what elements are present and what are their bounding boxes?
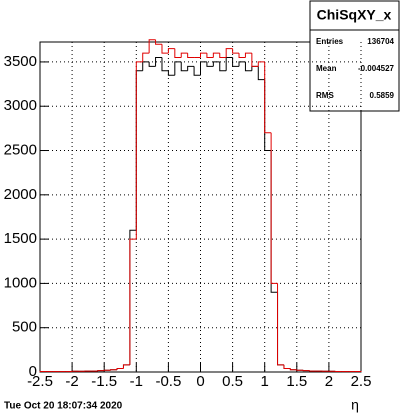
y-tick-label: 500: [12, 319, 37, 336]
histogram-step: [167, 70, 175, 76]
histogram-step: [200, 52, 207, 58]
stats-value: 136704: [367, 37, 394, 46]
stats-label: Mean: [316, 64, 337, 73]
x-tick-label: 0.5: [222, 373, 243, 390]
y-tick-label: 0: [29, 363, 37, 380]
histogram-step: [277, 283, 284, 366]
histogram-step: [155, 39, 162, 45]
histogram-step: [244, 61, 252, 72]
histogram-step: [174, 48, 182, 59]
histogram-step: [289, 368, 297, 371]
x-tick-label: 2.5: [351, 373, 372, 390]
histogram-step: [174, 61, 182, 76]
x-tick-label: 0: [196, 373, 204, 390]
y-tick-label: 1000: [4, 274, 37, 291]
x-tick-label: -2.5: [27, 373, 53, 390]
histogram-step: [180, 61, 188, 72]
histogram-step: [238, 53, 246, 59]
histogram-step: [264, 61, 272, 134]
x-tick-label: -1.5: [91, 373, 117, 390]
x-axis-label: η: [351, 397, 359, 413]
histogram-step: [212, 52, 220, 58]
stats-value: -0.004527: [358, 64, 395, 73]
histogram-step: [232, 57, 240, 67]
y-tick-label: 1500: [4, 230, 37, 247]
x-tick-label: 1.5: [286, 373, 307, 390]
histogram-step: [155, 57, 162, 67]
histogram-step: [219, 61, 227, 72]
stats-title: ChiSqXY_x: [317, 7, 392, 23]
stats-value: 0.5859: [370, 91, 395, 100]
histogram-step: [206, 53, 214, 59]
histogram-step: [129, 238, 137, 365]
y-tick-label: 3500: [4, 53, 37, 70]
histogram-step: [135, 61, 143, 240]
histogram-step: [270, 132, 278, 284]
histogram-step: [238, 61, 246, 67]
histogram-step: [244, 52, 252, 58]
histogram-step: [142, 52, 150, 62]
histogram-step: [161, 57, 169, 72]
histogram-step: [187, 53, 195, 59]
histogram-step: [257, 61, 265, 67]
x-tick-label: -2: [65, 373, 78, 390]
histogram-step: [187, 65, 195, 71]
histogram-step: [122, 364, 130, 369]
stats-box: ChiSqXY_x: [309, 0, 400, 112]
stats-border: [309, 0, 400, 112]
histogram-step: [167, 48, 175, 54]
histogram-step: [251, 53, 259, 67]
histogram-step: [206, 61, 214, 67]
x-tick-label: -1: [130, 373, 143, 390]
timestamp: Tue Oct 20 18:07:34 2020: [4, 401, 123, 412]
histogram-step: [219, 53, 227, 59]
histogram-step: [283, 364, 291, 369]
y-tick-label: 2500: [4, 141, 37, 158]
histogram-step: [212, 61, 220, 67]
stats-label: RMS: [316, 91, 334, 100]
histogram-step: [148, 39, 156, 54]
histogram-step: [161, 44, 169, 54]
x-tick-label: 2: [325, 373, 333, 390]
histogram-step: [116, 367, 124, 370]
y-tick-label: 2000: [4, 186, 37, 203]
x-tick-label: -0.5: [155, 373, 181, 390]
histogram-step: [200, 61, 207, 76]
histogram-step: [225, 48, 233, 58]
stats-label: Entries: [316, 37, 344, 46]
histogram-step: [257, 66, 265, 81]
x-tick-label: 1: [261, 373, 269, 390]
histogram-step: [180, 52, 188, 58]
histogram-step: [148, 61, 156, 67]
y-tick-label: 3000: [4, 97, 37, 114]
histogram-step: [232, 48, 240, 54]
histogram-step: [193, 66, 201, 76]
